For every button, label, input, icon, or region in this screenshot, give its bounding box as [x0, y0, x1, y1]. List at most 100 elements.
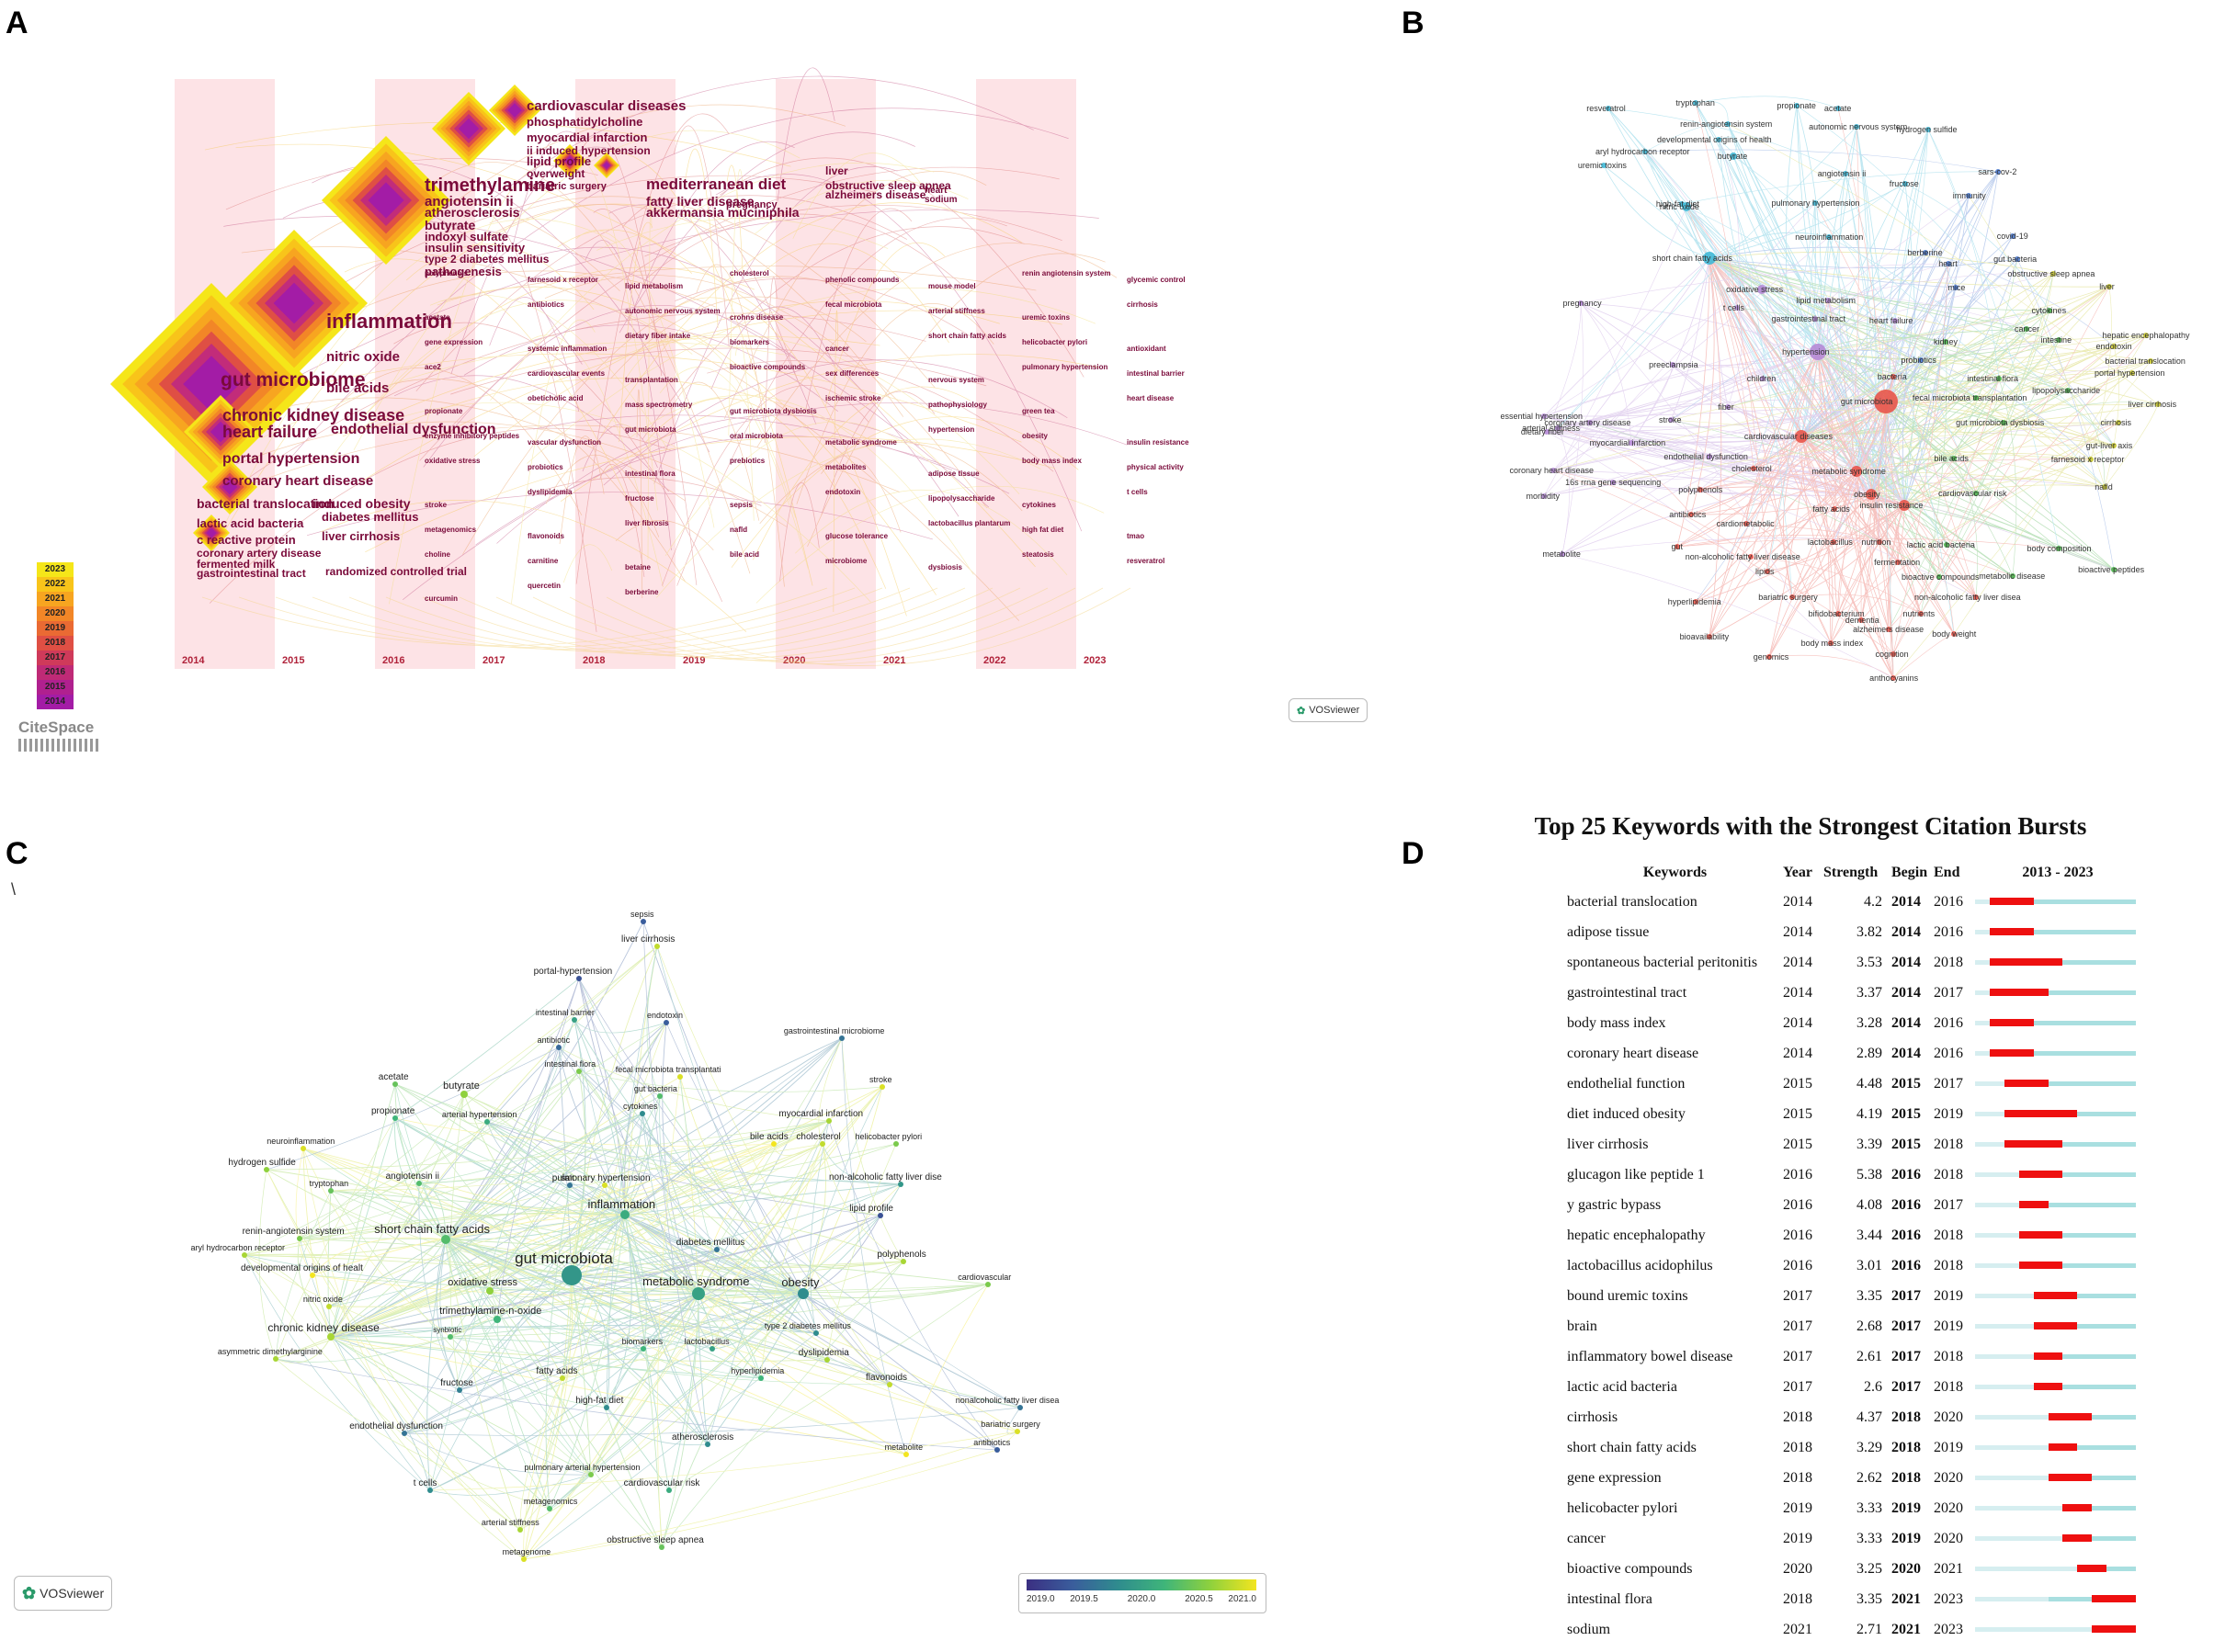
link-curve — [348, 587, 938, 653]
edge-curve — [1761, 289, 1887, 402]
edge-curve — [1800, 436, 1899, 563]
edge-curve — [1834, 401, 1887, 510]
keyword-node: arterial stiffness — [482, 1518, 539, 1533]
link-curve — [528, 477, 762, 506]
keyword-node: 16s rrna gene sequencing — [1565, 478, 1661, 487]
node-label: hydrogen sulfide — [1896, 125, 1957, 134]
link-curve — [308, 270, 716, 334]
burst-row: bound uremic toxins 2017 3.35 2017 2019 — [1567, 1281, 2140, 1311]
burst-timeline — [1975, 1019, 2136, 1026]
keyword-node: hyperlipidemia — [731, 1366, 784, 1381]
edge-curve — [698, 1293, 828, 1361]
node-label: gut microbiota dysbiosis — [1956, 418, 2045, 427]
edge-curve — [571, 1268, 699, 1295]
keyword-label-small: gene expression — [425, 338, 483, 346]
vosviewer-logo-icon: ✿ — [22, 1583, 37, 1602]
keyword-label-small: carnitine — [528, 557, 559, 565]
year-cell: 2015 — [1783, 1075, 1812, 1092]
edge-curve — [1580, 302, 1819, 353]
keyword-label: atherosclerosis — [425, 205, 520, 220]
legend-swatch: 2022 — [37, 577, 74, 592]
edge-curve — [496, 1293, 804, 1320]
node-label: cytokines — [2032, 306, 2067, 315]
keyword-node: bile acids — [750, 1132, 789, 1147]
node-label: gut microbiota — [1841, 397, 1893, 406]
link-curve — [621, 198, 799, 381]
edge-curve — [1870, 378, 2000, 495]
edge-curve — [1580, 302, 1632, 444]
edge-curve — [624, 1095, 661, 1216]
node-label: portal-hypertension — [534, 967, 613, 977]
keyword-cell: intestinal flora — [1567, 1590, 1652, 1607]
edge-curve — [578, 1070, 1021, 1409]
keyword-node: cytokines — [623, 1102, 658, 1116]
keyword-node: antibiotics — [973, 1438, 1011, 1453]
edge-curve — [445, 1238, 491, 1292]
edge-curve — [1870, 493, 1900, 563]
begin-cell: 2018 — [1891, 1439, 1921, 1455]
edge-curve — [1884, 376, 1905, 506]
keyword-node: gastrointestinal microbiome — [784, 1026, 884, 1041]
edge-curve — [459, 1215, 881, 1391]
edge-curve — [1903, 504, 2060, 549]
edge-curve — [1885, 376, 1894, 402]
keyword-node: hepatic encephalopathy — [2102, 331, 2190, 340]
edge-curve — [1589, 351, 1819, 424]
node-label: lipopolysaccharide — [2032, 386, 2100, 395]
panel-letter-c: C — [6, 836, 28, 871]
edge-curve — [1546, 401, 1887, 433]
edge-curve — [1766, 401, 1887, 572]
node-label: nitric oxide — [1660, 202, 1699, 211]
edge-curve — [1709, 257, 1857, 472]
edge-curve — [1800, 431, 2115, 447]
edge-curve — [275, 1143, 823, 1360]
edge-curve — [1975, 273, 2054, 494]
edge-curve — [1800, 286, 2110, 437]
edge-curve — [624, 1037, 843, 1216]
edge-curve — [330, 1326, 713, 1350]
edge-curve — [459, 1214, 626, 1391]
edge-curve — [1676, 537, 2060, 549]
keyword-label: sodium — [925, 195, 958, 205]
edge-curve — [1546, 431, 1977, 598]
node-label: arterial hypertension — [442, 1110, 517, 1119]
edge-curve — [445, 1239, 804, 1295]
node-label: metabolic syndrome — [642, 1274, 749, 1288]
node-label: salt — [562, 1173, 575, 1182]
keyword-node: lactobacillus — [685, 1337, 730, 1352]
node-label: bioactive compounds — [1902, 572, 1980, 582]
keyword-node: trimethylamine-n-oxide — [439, 1306, 541, 1323]
edge-curve — [1709, 257, 2000, 379]
edge-curve — [1903, 286, 2110, 506]
keyword-cell: liver cirrhosis — [1567, 1136, 1649, 1152]
edge-curve — [571, 1274, 709, 1445]
keyword-label: diabetes mellitus — [322, 510, 418, 524]
edge-curve — [266, 1169, 573, 1276]
edge-curve — [1817, 252, 1926, 353]
pre-year-segment — [1975, 1567, 2078, 1571]
node-label: obstructive sleep apnea — [607, 1535, 704, 1545]
edge-curve — [1870, 359, 1922, 495]
edge-curve — [328, 1113, 643, 1307]
edge-curve — [1561, 456, 1710, 555]
edge-curve — [1676, 535, 1880, 548]
edge-curve — [1718, 139, 1793, 598]
link-curve — [606, 587, 1131, 666]
edge-curve — [1580, 302, 1793, 598]
keyword-label-small: arterial stiffness — [928, 307, 985, 315]
node-label: stroke — [869, 1075, 892, 1084]
edge-curve — [330, 1249, 718, 1338]
edge-curve — [1745, 351, 1819, 525]
edge-curve — [1718, 139, 1740, 309]
edge-curve — [1699, 470, 1857, 491]
edge-curve — [698, 1293, 709, 1445]
link-curve — [286, 107, 1069, 464]
edge-curve — [1670, 252, 1926, 421]
edge-curve — [418, 1120, 830, 1184]
edge-curve — [1885, 389, 1977, 402]
keyword-node: butyrate — [1718, 152, 1748, 161]
edge-curve — [1903, 273, 2054, 506]
link-curve — [235, 143, 1036, 568]
burst-bar — [2048, 1443, 2078, 1451]
edge-curve — [328, 1214, 626, 1307]
